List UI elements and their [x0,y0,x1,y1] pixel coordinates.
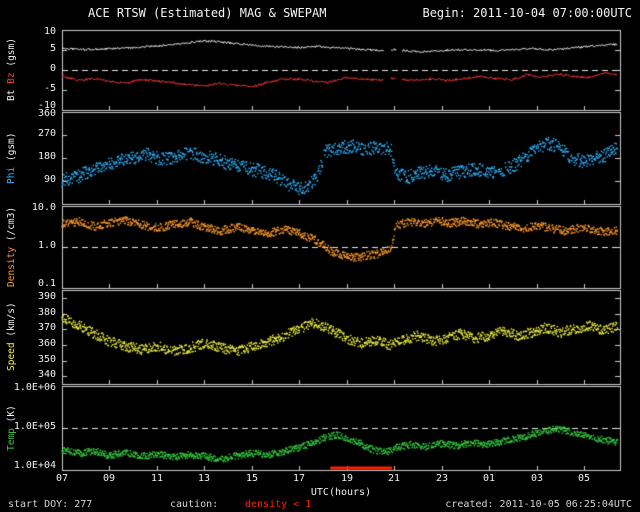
caution-label: caution: [170,499,219,510]
start-doy-label: start DOY: 277 [8,499,93,510]
status-bar: start DOY: 277 caution: density < 1 crea… [0,499,640,511]
caution-density-warning: density < 1 [245,499,312,510]
x-axis-title: UTC(hours) [310,487,372,498]
created-timestamp: created: 2011-10-05 06:25:04UTC [445,499,632,510]
